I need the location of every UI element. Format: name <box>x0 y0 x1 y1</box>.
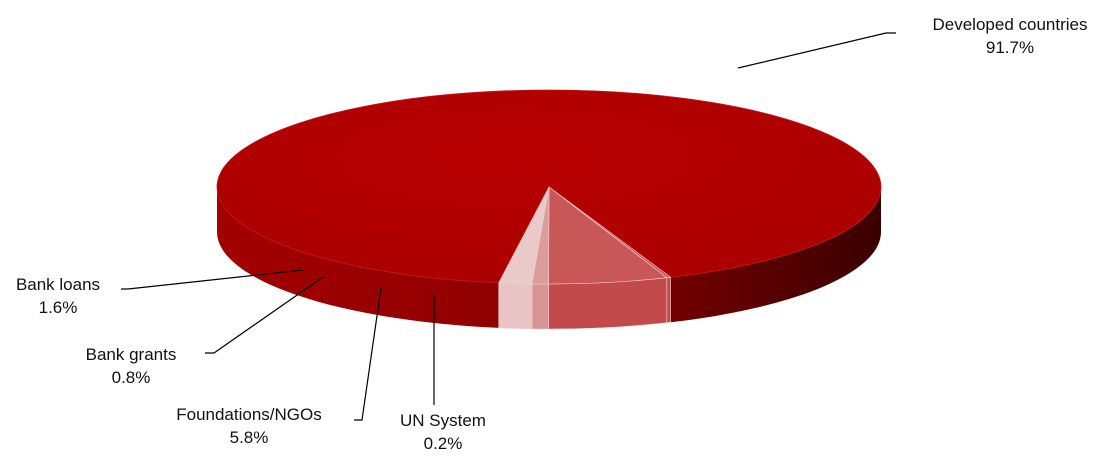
leader-line-bank-grants <box>205 276 324 354</box>
slice-side-bank-grants <box>531 283 549 330</box>
label-un-system-name: UN System <box>400 411 486 430</box>
slice-developed-countries <box>216 89 882 284</box>
leader-line-bank-loans <box>121 269 304 290</box>
label-developed-countries-value: 91.7% <box>986 38 1034 57</box>
label-bank-loans-name: Bank loans <box>16 275 100 294</box>
slice-side-un-system <box>666 276 671 324</box>
slice-side-bank-loans <box>498 282 533 330</box>
slice-bank-loans <box>498 186 550 285</box>
label-bank-grants-name: Bank grants <box>86 345 177 364</box>
label-bank-grants-value: 0.8% <box>112 368 151 387</box>
label-foundations-ngos-value: 5.8% <box>230 428 269 447</box>
slice-side-foundations-ngos <box>548 277 668 330</box>
label-foundations-ngos-name: Foundations/NGOs <box>176 405 322 424</box>
label-developed-countries-name: Developed countries <box>933 15 1088 34</box>
label-bank-loans-value: 1.6% <box>39 298 78 317</box>
slice-side-developed-countries <box>217 187 881 328</box>
leader-line-developed-countries <box>737 32 896 69</box>
leader-line-foundations-ngos <box>354 287 382 421</box>
label-un-system-value: 0.2% <box>424 434 463 453</box>
